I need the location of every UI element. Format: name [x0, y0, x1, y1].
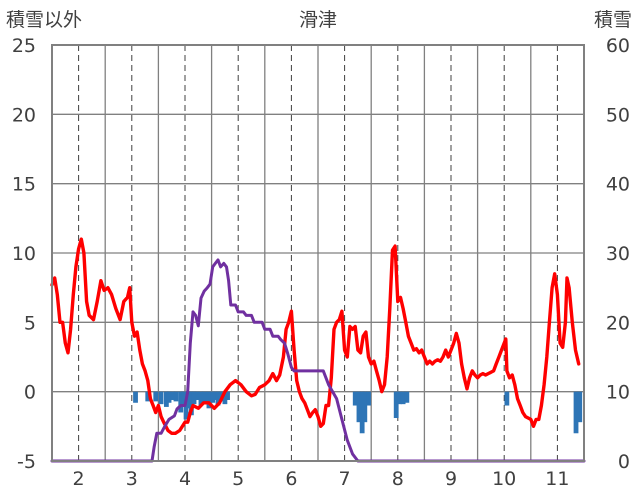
x-tick-4: 6: [285, 468, 297, 490]
right-axis-label: 積雪: [594, 9, 632, 31]
y-right-tick-4: 40: [606, 174, 630, 196]
grid: [52, 45, 584, 461]
x-tick-0: 2: [73, 468, 85, 490]
precip-bar-18: [210, 391, 216, 403]
precip-bar-34: [573, 391, 579, 434]
x-tick-5: 7: [339, 468, 351, 490]
precip-bar-7: [173, 391, 179, 402]
precip-bar-6: [170, 391, 176, 400]
y-left-tick-6: 25: [12, 35, 36, 57]
x-tick-6: 8: [392, 468, 404, 490]
x-tick-9: 11: [545, 468, 569, 490]
y-right-tick-5: 50: [606, 104, 630, 126]
precip-bar-33: [504, 391, 510, 406]
precip-bar-9: [181, 391, 186, 406]
precip-bar-5: [166, 391, 172, 403]
y-left-tick-1: 0: [24, 382, 36, 404]
x-tick-1: 3: [126, 468, 138, 490]
y-right-tick-2: 20: [606, 312, 630, 334]
precipitation-bars: [133, 391, 583, 434]
precip-bar-21: [218, 391, 224, 402]
y-right-tick-6: 60: [606, 35, 630, 57]
precip-bar-26: [359, 391, 365, 434]
precip-bar-31: [400, 391, 406, 405]
x-tick-3: 5: [232, 468, 244, 490]
precip-bar-20: [215, 391, 221, 406]
precip-bar-29: [393, 391, 399, 419]
y-left-tick-2: 5: [24, 312, 36, 334]
plot-frame: [51, 44, 585, 462]
precip-bar-16: [202, 391, 208, 405]
y-left-tick-0: -5: [17, 451, 36, 473]
precip-bar-19: [212, 391, 218, 400]
tick-labels: -5 0 5 10 15 20 25 0 10 20 30 40 50 60 2 3 4 5 6 7 8 9 10 11: [12, 35, 630, 490]
precip-bar-27: [362, 391, 368, 423]
precip-bar-24: [352, 391, 358, 406]
precip-bar-30: [396, 391, 402, 405]
precip-bar-1: [145, 391, 151, 402]
precip-bar-12: [188, 391, 194, 416]
y-left-tick-3: 10: [12, 243, 36, 265]
snow-depth-line: [50, 258, 586, 463]
precip-bar-32: [404, 391, 410, 403]
y-left-tick-5: 20: [12, 104, 36, 126]
temperature-line: [50, 237, 581, 435]
precip-bar-3: [158, 391, 164, 405]
precip-bar-22: [222, 391, 228, 405]
precip-bar-15: [198, 391, 204, 406]
y-right-tick-3: 30: [606, 243, 630, 265]
x-tick-8: 10: [492, 468, 516, 490]
y-right-tick-0: 0: [618, 451, 630, 473]
precip-bar-11: [186, 391, 192, 409]
precip-bar-8: [178, 391, 184, 413]
precip-bar-25: [356, 391, 362, 423]
y-right-tick-1: 10: [606, 382, 630, 404]
series-lines: [50, 237, 586, 463]
precip-bar-28: [366, 391, 371, 406]
precip-bar-2: [153, 391, 159, 402]
precip-bar-35: [577, 391, 583, 423]
x-tick-7: 9: [445, 468, 457, 490]
x-tick-2: 4: [179, 468, 191, 490]
chart-title: 滑津: [299, 9, 337, 31]
precip-bar-4: [163, 391, 169, 407]
y-left-tick-4: 15: [12, 174, 36, 196]
precip-bar-17: [206, 391, 212, 409]
precip-bar-0: [133, 391, 138, 403]
precip-bar-14: [194, 391, 200, 400]
precip-bar-13: [191, 391, 197, 405]
precip-bar-23: [225, 391, 230, 400]
left-axis-label: 積雪以外: [6, 9, 82, 31]
